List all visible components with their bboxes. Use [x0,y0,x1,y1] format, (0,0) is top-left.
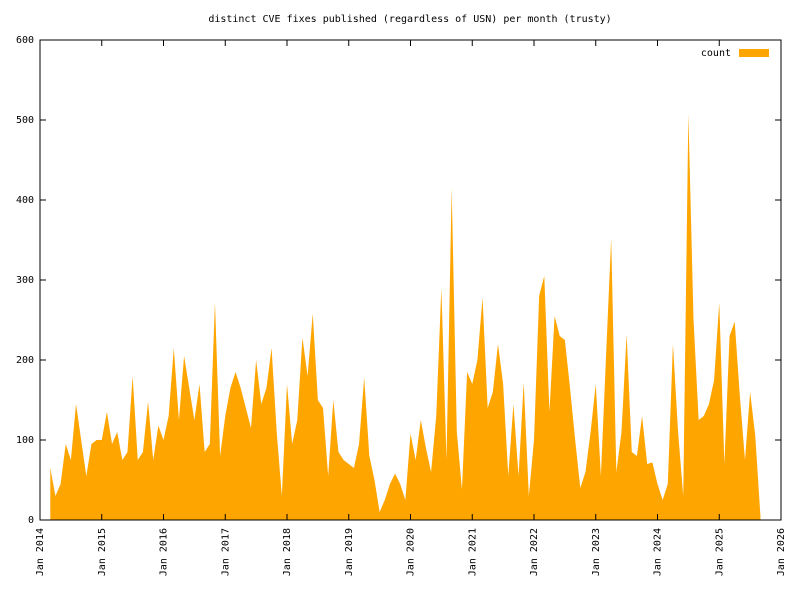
area [50,113,761,520]
x-tick-label: Jan 2022 [529,528,540,576]
y-tick-label: 200 [16,355,34,366]
y-tick-label: 500 [16,115,34,126]
x-tick-label: Jan 2018 [282,528,293,576]
x-tick-label: Jan 2023 [591,528,602,576]
y-tick-label: 100 [16,435,34,446]
x-tick-label: Jan 2020 [406,528,417,576]
y-tick-label: 400 [16,195,34,206]
x-tick-label: Jan 2026 [776,528,787,576]
y-tick-label: 300 [16,275,34,286]
legend-swatch [739,49,769,57]
x-tick-label: Jan 2025 [714,528,725,576]
x-tick-label: Jan 2021 [467,528,478,576]
y-tick-label: 600 [16,35,34,46]
x-tick-label: Jan 2015 [97,528,108,576]
y-tick-label: 0 [28,515,34,526]
x-tick-label: Jan 2014 [35,528,46,576]
x-tick-label: Jan 2024 [653,528,664,576]
x-tick-label: Jan 2017 [220,528,231,576]
chart-title: distinct CVE fixes published (regardless… [208,14,611,25]
x-tick-label: Jan 2016 [159,528,170,576]
legend-label: count [701,48,731,59]
x-tick-label: Jan 2019 [344,528,355,576]
